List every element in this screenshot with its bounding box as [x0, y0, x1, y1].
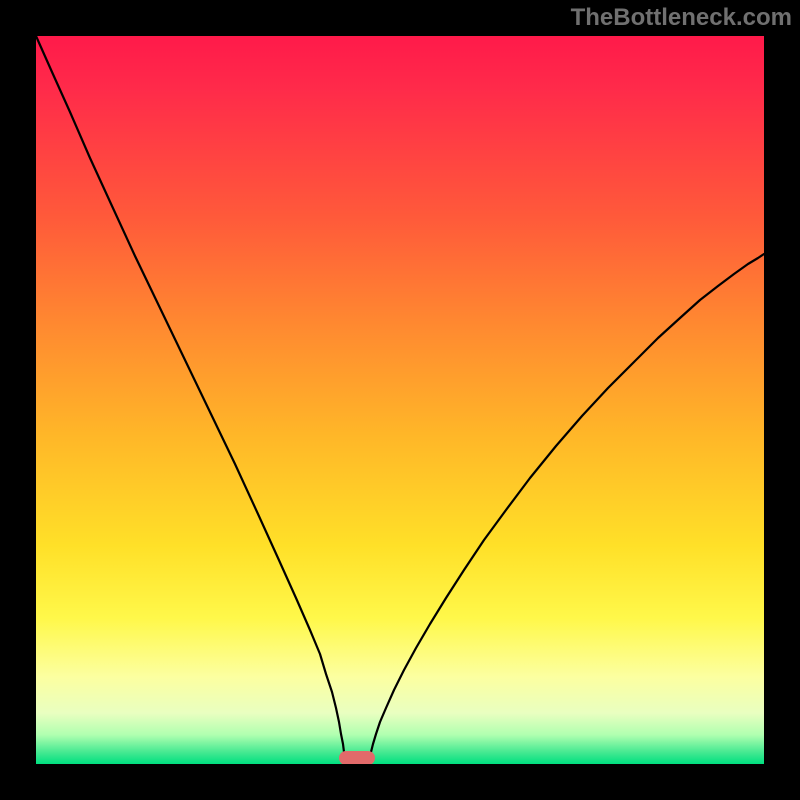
bottleneck-chart — [0, 0, 800, 800]
watermark-text: TheBottleneck.com — [571, 4, 792, 32]
bottleneck-marker — [339, 751, 375, 765]
plot-background — [36, 36, 764, 764]
